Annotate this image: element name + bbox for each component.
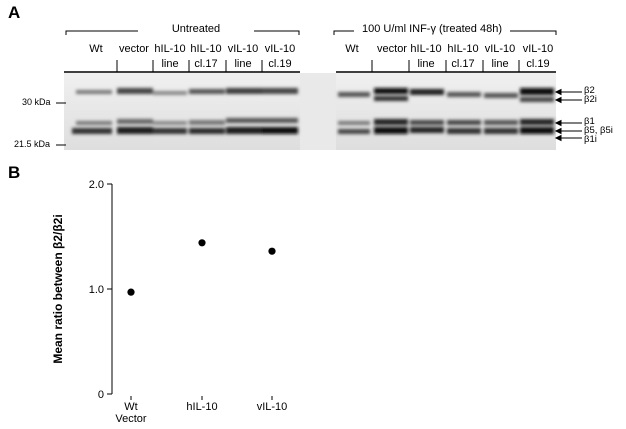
lane-label-untreated-2: vector xyxy=(119,43,149,55)
group-label-treated: 100 U/ml INF-γ (treated 48h) xyxy=(362,23,502,35)
data-point xyxy=(198,239,206,247)
lane-label-untreated-6: vIL-10 cl.19 xyxy=(264,43,296,70)
data-points xyxy=(127,239,276,296)
band-label-beta2: β2 xyxy=(584,85,595,96)
ratio-scatter-chart: Mean ratio between β2/β2i 0 1.0 2.0 WtVect… xyxy=(51,179,287,425)
x-tick-label: vIL-10 xyxy=(257,401,288,413)
y-tick-label: 1.0 xyxy=(89,284,104,296)
panel-a-letter: A xyxy=(8,3,21,22)
gel-blot-image xyxy=(56,60,582,150)
x-tick-label: Wt xyxy=(124,401,137,413)
y-axis-title: Mean ratio between β2/β2i xyxy=(51,214,65,363)
y-tick-label: 2.0 xyxy=(89,179,104,191)
lane-label-treated-4: hIL-10 cl.17 xyxy=(447,43,479,70)
group-label-untreated: Untreated xyxy=(171,23,221,35)
lane-label-untreated-1: Wt xyxy=(89,43,103,55)
lane-label-treated-3: hIL-10 line xyxy=(410,43,442,70)
x-tick-label: Vector xyxy=(115,413,147,425)
lane-label-untreated-5: vIL-10 line xyxy=(227,43,259,70)
data-point xyxy=(268,247,276,255)
band-label-beta1: β1 xyxy=(584,116,595,127)
y-axis-ticks: 0 1.0 2.0 xyxy=(89,179,112,401)
band-label-beta5: β5, β5i xyxy=(584,125,613,136)
group-brackets xyxy=(65,30,557,35)
marker-label-21-5kda: 21.5 kDa xyxy=(14,139,51,149)
marker-label-30kda: 30 kDa xyxy=(22,97,51,107)
y-tick-label: 0 xyxy=(98,389,104,401)
lane-label-treated-2: vector xyxy=(377,43,407,55)
lane-label-treated-5: vIL-10 line xyxy=(484,43,516,70)
band-label-beta2i: β2i xyxy=(584,94,597,105)
lane-label-treated-1: Wt xyxy=(345,43,359,55)
lane-label-untreated-4: hIL-10 cl.17 xyxy=(190,43,222,70)
band-label-beta1i: β1i xyxy=(584,134,597,145)
panel-b-letter: B xyxy=(8,163,21,182)
data-point xyxy=(127,288,135,296)
x-tick-label: hIL-10 xyxy=(186,401,217,413)
lane-label-treated-6: vIL-10 cl.19 xyxy=(522,43,554,70)
lane-label-untreated-3: hIL-10 line xyxy=(154,43,186,70)
